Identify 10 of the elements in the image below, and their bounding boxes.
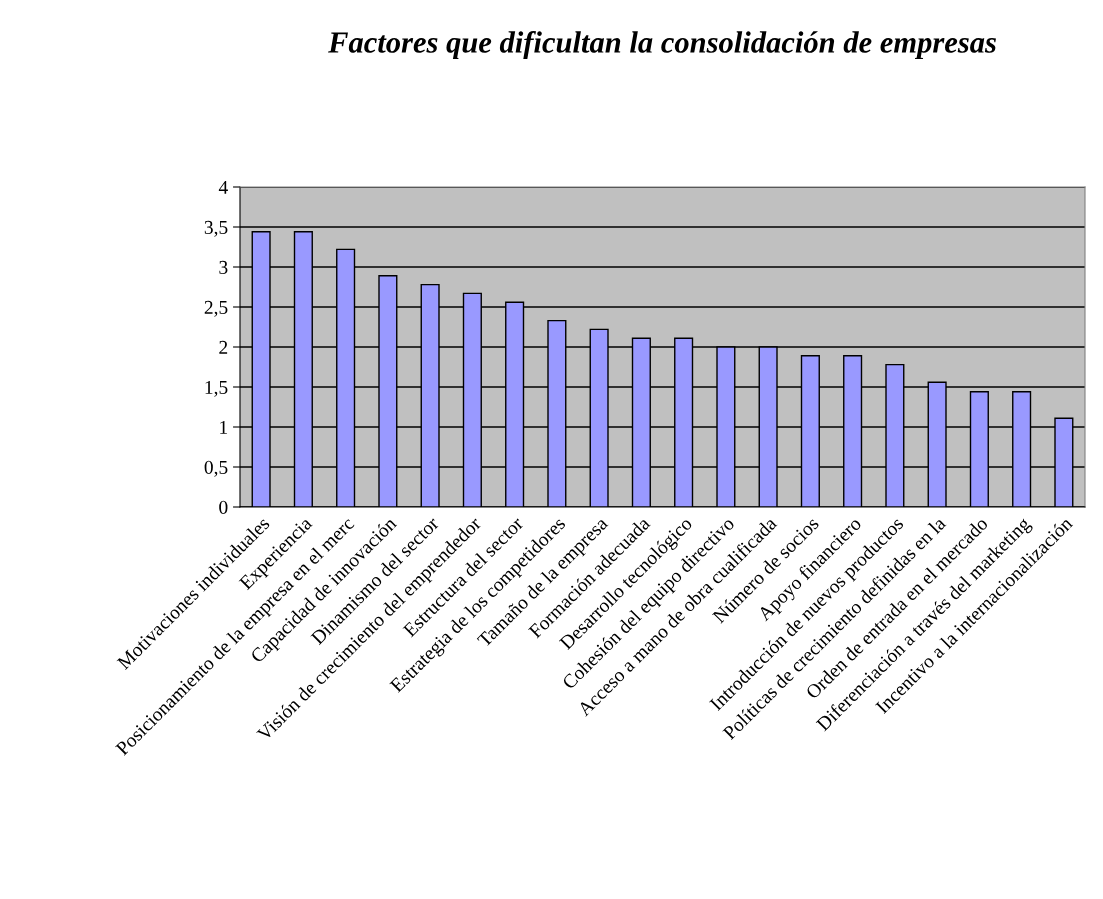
- y-tick-label: 4: [218, 180, 228, 194]
- y-tick-label: 2,5: [204, 300, 228, 317]
- y-tick-label: 0,5: [204, 460, 228, 477]
- y-tick-label: 1,5: [205, 380, 228, 397]
- y-tick-label: 0: [219, 500, 228, 514]
- chart-title: Factores que dificultan la consolidación de empresas: [328, 30, 996, 60]
- y-tick-label: 1: [220, 420, 228, 434]
- y-tick-label: 3,5: [204, 220, 228, 237]
- y-tick-label: 2: [219, 340, 228, 354]
- y-tick-label: 3: [219, 260, 228, 274]
